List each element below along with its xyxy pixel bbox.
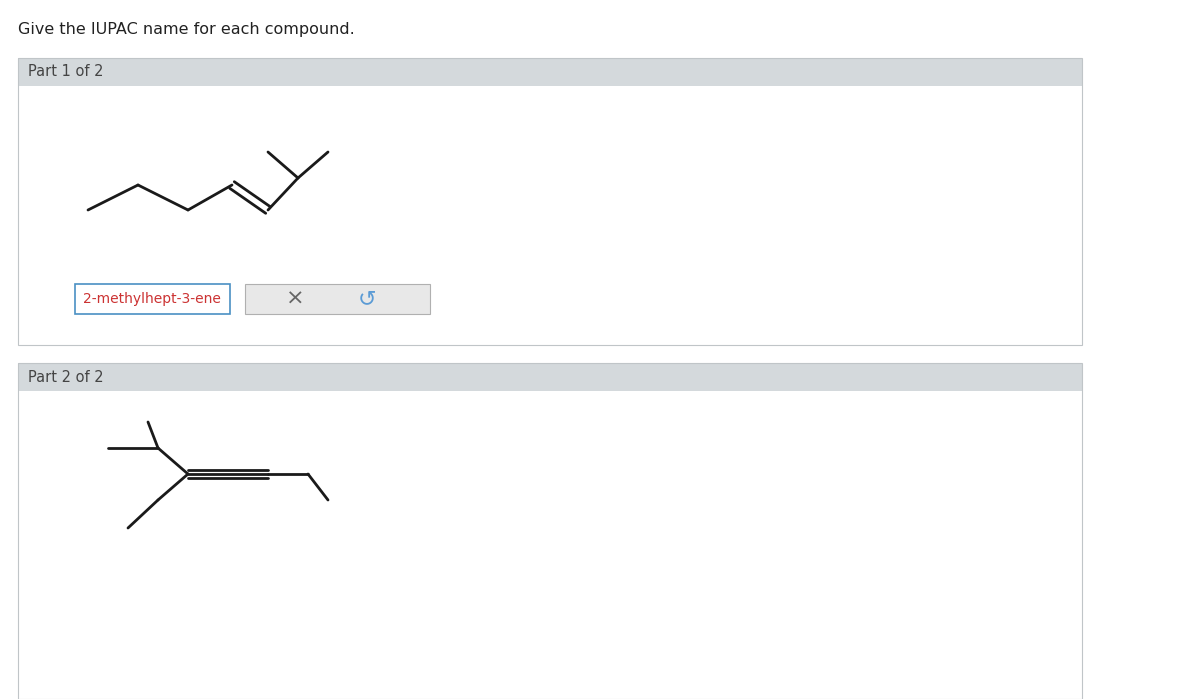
Bar xyxy=(18,363,1082,391)
Text: Part 1 of 2: Part 1 of 2 xyxy=(28,64,103,80)
Bar xyxy=(18,58,1082,86)
Text: ↺: ↺ xyxy=(358,289,377,309)
Bar xyxy=(245,284,430,314)
Text: ×: × xyxy=(286,289,305,309)
Bar xyxy=(18,363,1082,699)
Bar xyxy=(74,284,230,314)
Bar xyxy=(18,58,1082,345)
Text: Give the IUPAC name for each compound.: Give the IUPAC name for each compound. xyxy=(18,22,355,37)
Text: 2-methylhept-3-ene: 2-methylhept-3-ene xyxy=(83,292,221,306)
Text: Part 2 of 2: Part 2 of 2 xyxy=(28,370,103,384)
